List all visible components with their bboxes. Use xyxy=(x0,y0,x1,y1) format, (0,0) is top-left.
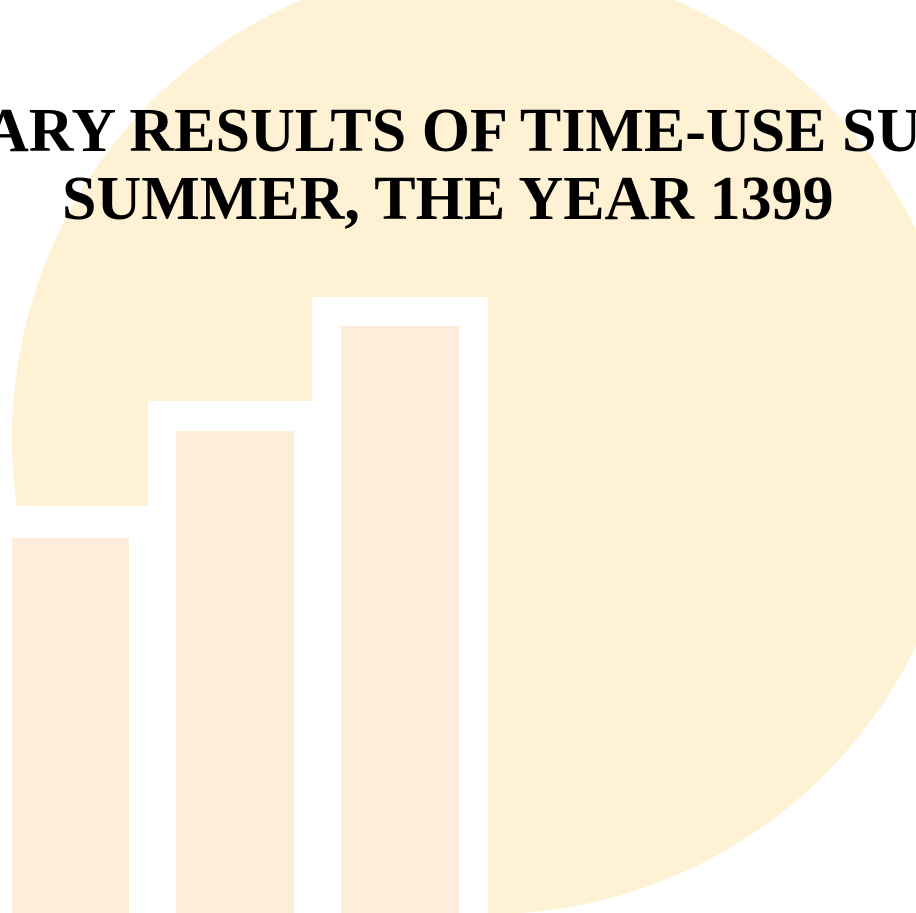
decorative-bar-1 xyxy=(12,538,129,913)
decorative-bars xyxy=(0,297,488,913)
decorative-bar-2 xyxy=(176,431,294,913)
decorative-bar-3 xyxy=(341,326,459,913)
